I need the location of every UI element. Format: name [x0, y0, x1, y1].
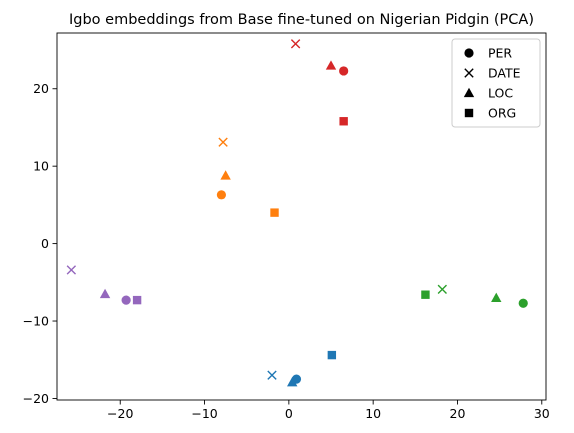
point-x — [66, 265, 77, 275]
x-tick-label: 10 — [365, 406, 381, 421]
legend-label: PER — [488, 46, 512, 61]
point-square — [132, 295, 142, 305]
chart-title: Igbo embeddings from Base fine-tuned on … — [69, 12, 534, 28]
point-x — [267, 370, 277, 380]
point-triangle — [287, 376, 298, 387]
point-triangle — [99, 288, 111, 299]
data-points — [66, 39, 528, 387]
legend-marker-triangle — [463, 87, 475, 98]
point-circle — [518, 298, 528, 308]
y-tick-label: 0 — [41, 236, 49, 251]
y-tick-label: −20 — [23, 391, 49, 406]
legend-label: DATE — [488, 66, 521, 81]
legend-label: LOC — [488, 86, 513, 101]
x-tick-label: −20 — [107, 406, 133, 421]
x-tick-label: 30 — [534, 406, 550, 421]
legend-marker-x — [464, 68, 474, 78]
y-tick-label: 20 — [33, 81, 49, 96]
legend-marker-square — [464, 108, 474, 118]
x-tick-label: −10 — [191, 406, 217, 421]
point-square — [327, 350, 337, 360]
y-tick-label: −10 — [23, 314, 49, 329]
point-triangle — [325, 60, 337, 70]
point-square — [421, 290, 430, 299]
legend: PER DATE LOC ORG — [451, 38, 541, 128]
axes: −20 −10 0 10 20 30 −20 −10 0 10 20 — [23, 32, 550, 421]
point-square — [270, 208, 279, 217]
point-x — [218, 137, 228, 147]
legend-label: ORG — [488, 106, 516, 121]
legend-box — [451, 38, 541, 128]
y-tick-label: 10 — [33, 159, 49, 174]
x-tick-label: 20 — [450, 406, 466, 421]
point-x — [290, 39, 301, 49]
x-tick-label: 0 — [285, 406, 293, 421]
point-triangle — [220, 170, 231, 180]
point-x — [437, 284, 447, 294]
point-triangle — [491, 292, 502, 302]
plot-frame — [56, 32, 547, 401]
point-circle — [121, 295, 131, 305]
point-square — [339, 117, 348, 126]
point-circle — [339, 66, 349, 76]
legend-marker-circle — [464, 48, 474, 58]
point-circle — [216, 190, 227, 200]
